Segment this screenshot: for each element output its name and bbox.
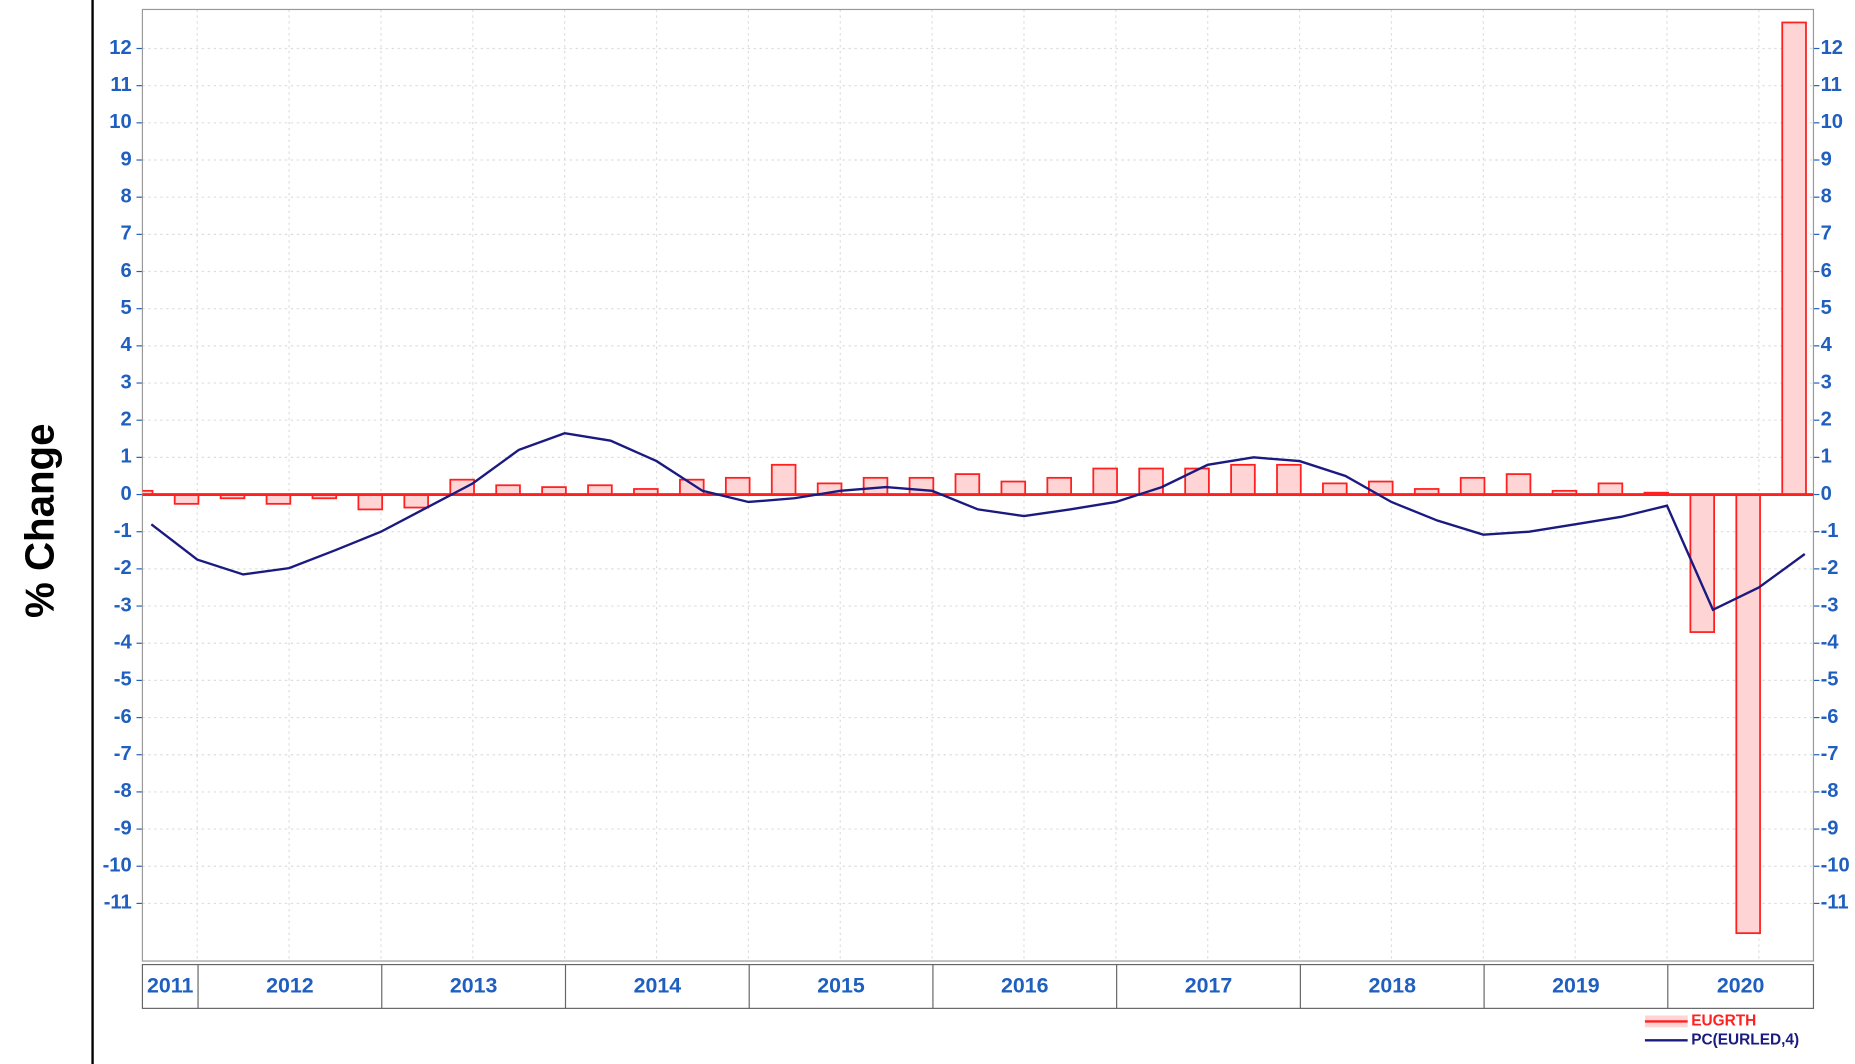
bar	[1276, 463, 1302, 496]
y2-tick-label: -5	[1821, 669, 1839, 691]
y2-tick-label: -10	[1821, 855, 1850, 877]
y-tick-label: 0	[121, 483, 132, 505]
y-tick-label: -7	[114, 743, 132, 765]
y-tick-label: 12	[109, 37, 131, 59]
bar	[1781, 21, 1807, 496]
bar	[142, 489, 154, 496]
y-axis-label: % Change	[17, 424, 62, 618]
y-tick-label: 10	[109, 111, 131, 133]
y2-tick-label: -4	[1821, 632, 1840, 654]
bar	[1367, 480, 1394, 496]
y2-tick-label: -3	[1821, 594, 1839, 616]
bar	[1046, 476, 1072, 496]
x-band-frame	[141, 963, 1815, 1009]
bar	[679, 478, 705, 496]
y2-tick-label: 6	[1821, 260, 1832, 282]
x-group-label: 2017	[1185, 974, 1233, 998]
bar	[403, 493, 429, 509]
x-group-label: 2020	[1717, 974, 1765, 998]
y-tick-label: 4	[121, 334, 133, 356]
y-tick-label: -5	[114, 669, 132, 691]
y2-tick-label: 3	[1821, 371, 1832, 393]
bar	[954, 473, 981, 496]
bar	[1322, 482, 1348, 496]
y2-tick-label: 8	[1821, 186, 1832, 208]
x-group-label: 2018	[1368, 974, 1416, 998]
bar	[1505, 473, 1532, 496]
y-tick-label: -10	[103, 855, 132, 877]
plot-frame	[141, 8, 1815, 962]
x-group-label: 2014	[634, 974, 682, 998]
y-tick-label: -1	[114, 520, 132, 542]
x-group-label: 2013	[450, 974, 498, 998]
bar	[1092, 467, 1118, 496]
bar	[1184, 467, 1210, 496]
x-group-label: 2019	[1552, 974, 1600, 998]
bar	[357, 493, 384, 511]
y-tick-label: 8	[121, 186, 132, 208]
x-group-label: 2016	[1001, 974, 1049, 998]
x-group-label: 2012	[266, 974, 314, 998]
y2-tick-label: -2	[1821, 557, 1839, 579]
x-group-label: 2011	[147, 974, 193, 998]
y2-tick-label: 12	[1821, 37, 1843, 59]
bar	[724, 476, 751, 496]
y2-tick-label: 10	[1821, 111, 1843, 133]
y-tick-label: 7	[121, 223, 132, 245]
y-tick-label: -4	[114, 632, 133, 654]
series-layer	[142, 21, 1814, 935]
legend-label: PC(EURLED,4)	[1691, 1031, 1799, 1048]
y-tick-label: -9	[114, 817, 132, 839]
legend-label: EUGRTH	[1691, 1012, 1756, 1029]
bar	[1000, 480, 1027, 496]
y-tick-label: -2	[114, 557, 132, 579]
y2-tick-label: 7	[1821, 223, 1832, 245]
bar	[1230, 463, 1256, 496]
y-tick-label: 5	[121, 297, 132, 319]
y2-tick-label: 5	[1821, 297, 1832, 319]
y-tick-label: -11	[104, 892, 132, 914]
y2-tick-label: 4	[1821, 334, 1833, 356]
y-tick-label: -8	[114, 780, 132, 802]
y-tick-label: 11	[110, 74, 131, 96]
y-tick-label: 1	[121, 446, 132, 468]
y2-tick-label: -1	[1821, 520, 1839, 542]
bar	[1459, 476, 1486, 496]
y2-tick-label: 0	[1821, 483, 1832, 505]
bar	[1597, 482, 1624, 496]
bar	[1735, 493, 1761, 935]
y2-tick-label: 2	[1821, 409, 1832, 431]
y2-tick-label: 11	[1821, 74, 1842, 96]
y-tick-label: 6	[121, 260, 132, 282]
bar	[1689, 493, 1716, 633]
y2-tick-label: -7	[1821, 743, 1839, 765]
y2-tick-label: -6	[1821, 706, 1839, 728]
x-group-label: 2015	[817, 974, 865, 998]
y-tick-label: 9	[121, 148, 132, 170]
bar	[908, 476, 935, 496]
y-tick-label: -3	[114, 594, 132, 616]
y2-tick-label: -11	[1821, 892, 1849, 914]
y-tick-label: 2	[121, 409, 132, 431]
y-tick-label: -6	[114, 706, 132, 728]
y2-tick-label: -9	[1821, 817, 1839, 839]
y2-tick-label: 9	[1821, 148, 1832, 170]
y2-tick-label: -8	[1821, 780, 1839, 802]
y-tick-label: 3	[121, 371, 132, 393]
line-series	[150, 431, 1806, 612]
bar	[770, 463, 797, 496]
y2-tick-label: 1	[1821, 446, 1832, 468]
